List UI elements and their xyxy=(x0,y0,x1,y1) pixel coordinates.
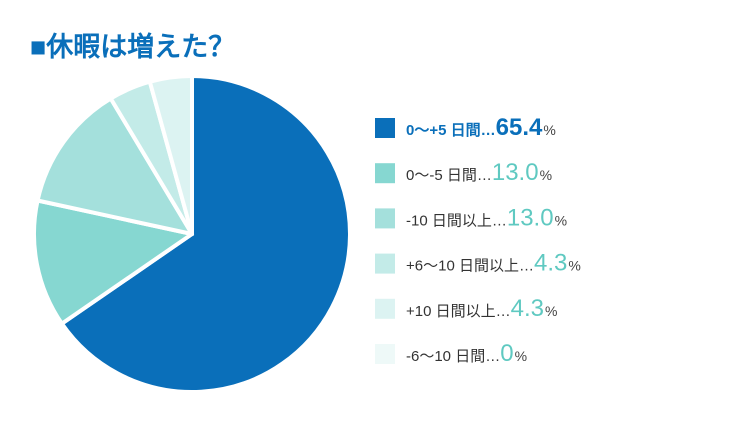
legend-swatch xyxy=(375,208,395,229)
pie-slice xyxy=(35,96,194,236)
value-unit: % xyxy=(543,122,555,138)
legend-swatch xyxy=(375,344,395,364)
legend-label: +10 日間以上… xyxy=(406,303,511,320)
legend-label: 0〜+5 日間… xyxy=(406,122,496,139)
value-unit: % xyxy=(545,303,557,319)
value-unit: % xyxy=(540,167,552,183)
legend-entry: 0〜+5 日間…65.4% xyxy=(406,114,556,141)
legend-swatch xyxy=(375,298,395,319)
legend-entry: +10 日間以上…4.3% xyxy=(406,295,557,322)
value-label: 65.4 xyxy=(496,114,543,141)
value-label: 13.0 xyxy=(492,159,539,186)
legend-swatch xyxy=(375,163,395,184)
value-label: 4.3 xyxy=(511,295,544,322)
value-label: 0 xyxy=(500,340,513,367)
legend-swatch xyxy=(375,118,395,138)
legend-label: 0〜-5 日間… xyxy=(406,167,492,184)
legend-entry: -6〜10 日間…0% xyxy=(406,340,527,367)
legend-swatch xyxy=(375,253,395,274)
legend-entry: 0〜-5 日間…13.0% xyxy=(406,159,552,186)
value-label: 13.0 xyxy=(507,204,554,231)
pie-slice xyxy=(59,74,352,394)
pie-slice xyxy=(32,198,194,326)
legend-entry: -10 日間以上…13.0% xyxy=(406,204,567,231)
legend-label: +6〜10 日間以上… xyxy=(406,258,534,275)
legend-entry: +6〜10 日間以上…4.3% xyxy=(406,250,581,277)
value-unit: % xyxy=(515,348,527,364)
value-unit: % xyxy=(568,258,580,274)
legend-label: -6〜10 日間… xyxy=(406,348,500,365)
legend-label: -10 日間以上… xyxy=(406,212,507,229)
value-unit: % xyxy=(555,212,567,228)
chart-title: ■休暇は増えた？ xyxy=(30,31,235,62)
value-label: 4.3 xyxy=(534,250,567,277)
